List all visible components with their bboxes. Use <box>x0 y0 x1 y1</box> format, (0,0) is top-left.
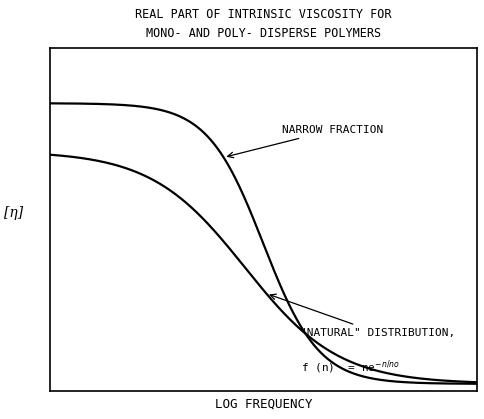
Title: REAL PART OF INTRINSIC VISCOSITY FOR
MONO- AND POLY- DISPERSE POLYMERS: REAL PART OF INTRINSIC VISCOSITY FOR MON… <box>135 8 391 40</box>
Text: "NATURAL" DISTRIBUTION,: "NATURAL" DISTRIBUTION, <box>270 294 454 338</box>
X-axis label: LOG FREQUENCY: LOG FREQUENCY <box>214 398 311 411</box>
Text: f (n)  = ne$^{-n/no}$: f (n) = ne$^{-n/no}$ <box>301 359 399 376</box>
Text: NARROW FRACTION: NARROW FRACTION <box>227 125 382 158</box>
Text: [η]: [η] <box>4 206 23 220</box>
